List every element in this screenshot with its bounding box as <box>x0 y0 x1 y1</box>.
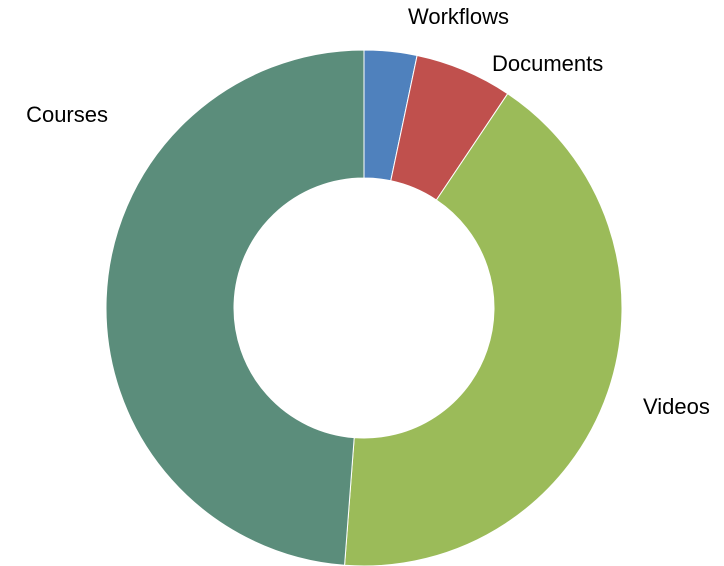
donut-slice <box>344 93 623 566</box>
slice-label: Videos <box>643 394 710 419</box>
slice-label: Documents <box>492 51 603 76</box>
slice-label: Courses <box>26 102 108 127</box>
slice-label: Workflows <box>408 4 509 29</box>
donut-slice <box>105 49 365 566</box>
